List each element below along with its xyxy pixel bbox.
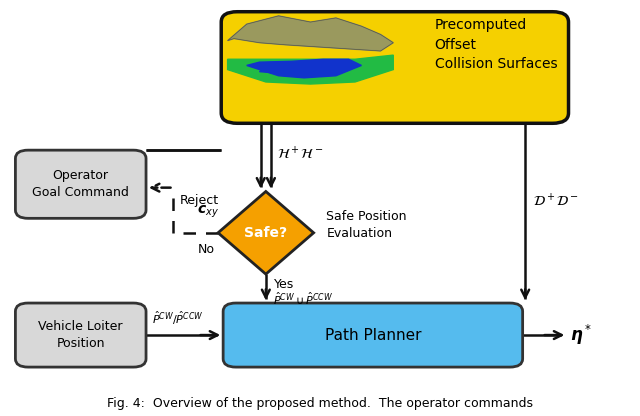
Polygon shape — [228, 55, 394, 84]
Text: $\hat{P}^{CW}\cup\hat{P}^{CCW}$: $\hat{P}^{CW}\cup\hat{P}^{CCW}$ — [273, 291, 334, 307]
Polygon shape — [218, 191, 314, 274]
Text: Vehicle Loiter
Position: Vehicle Loiter Position — [38, 320, 123, 350]
Text: Path Planner: Path Planner — [324, 327, 421, 342]
Text: $\boldsymbol{\eta}^*$: $\boldsymbol{\eta}^*$ — [570, 323, 592, 347]
Text: Reject: Reject — [180, 194, 219, 207]
Text: No: No — [198, 243, 215, 256]
Text: Yes: Yes — [273, 278, 294, 291]
Text: $\mathcal{D}^+\mathcal{D}^-$: $\mathcal{D}^+\mathcal{D}^-$ — [533, 192, 579, 209]
Polygon shape — [246, 59, 362, 78]
FancyBboxPatch shape — [221, 12, 568, 123]
Text: Safe?: Safe? — [244, 226, 287, 240]
FancyBboxPatch shape — [223, 303, 523, 367]
FancyBboxPatch shape — [15, 303, 146, 367]
Polygon shape — [259, 66, 304, 74]
Polygon shape — [228, 16, 394, 51]
Text: Precomputed
Offset
Collision Surfaces: Precomputed Offset Collision Surfaces — [435, 18, 557, 71]
Text: Safe Position
Evaluation: Safe Position Evaluation — [326, 210, 407, 240]
FancyBboxPatch shape — [15, 150, 146, 218]
Text: $\mathcal{H}^+\mathcal{H}^-$: $\mathcal{H}^+\mathcal{H}^-$ — [277, 145, 324, 162]
Text: $\boldsymbol{c}_{xy}$: $\boldsymbol{c}_{xy}$ — [198, 204, 220, 220]
Text: $\hat{P}^{CW}/\hat{P}^{CCW}$: $\hat{P}^{CW}/\hat{P}^{CCW}$ — [152, 310, 204, 327]
Text: Operator
Goal Command: Operator Goal Command — [32, 169, 129, 199]
Text: Fig. 4:  Overview of the proposed method.  The operator commands: Fig. 4: Overview of the proposed method.… — [107, 396, 533, 409]
